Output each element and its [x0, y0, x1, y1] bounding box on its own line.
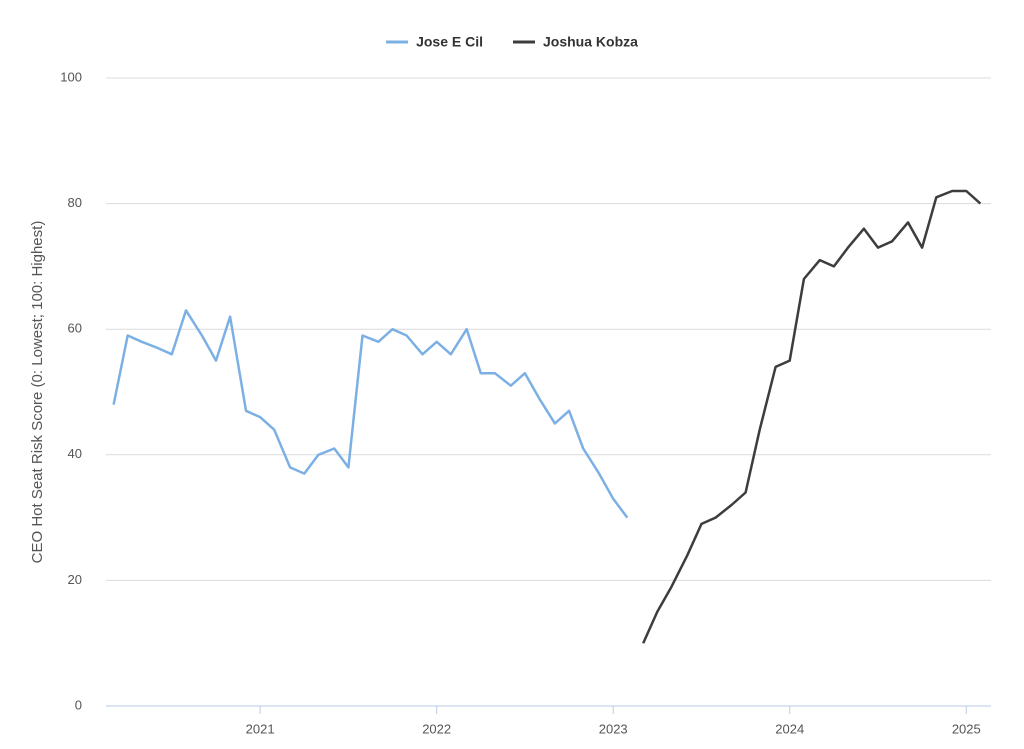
- x-tick-label: 2023: [599, 721, 628, 736]
- y-tick-label: 20: [68, 572, 82, 587]
- legend-item: Jose E Cil: [386, 34, 483, 50]
- x-tick-label: 2024: [775, 721, 804, 736]
- x-tick-label: 2022: [422, 721, 451, 736]
- series-line: [642, 189, 982, 644]
- y-tick-label: 40: [68, 446, 82, 461]
- legend-item: Joshua Kobza: [513, 34, 638, 50]
- series-line: [112, 309, 629, 519]
- y-tick-label: 80: [68, 195, 82, 210]
- legend-label: Jose E Cil: [416, 34, 483, 50]
- y-tick-label: 60: [68, 321, 82, 336]
- x-tick-label: 2025: [952, 721, 981, 736]
- legend-label: Joshua Kobza: [543, 34, 638, 50]
- y-tick-label: 100: [60, 69, 82, 84]
- legend: Jose E Cil Joshua Kobza: [386, 34, 638, 50]
- y-axis-label: CEO Hot Seat Risk Score (0: Lowest; 100:…: [29, 221, 46, 564]
- y-tick-label: 0: [75, 697, 82, 712]
- x-tick-label: 2021: [246, 721, 275, 736]
